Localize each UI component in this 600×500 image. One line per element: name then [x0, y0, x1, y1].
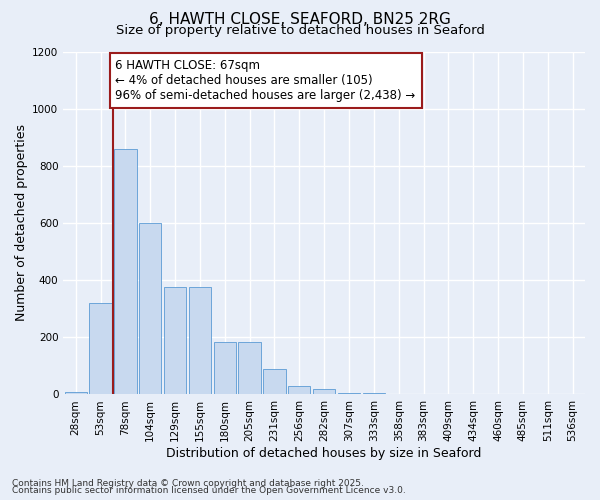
- Bar: [214, 342, 236, 394]
- X-axis label: Distribution of detached houses by size in Seaford: Distribution of detached houses by size …: [166, 447, 482, 460]
- Text: 6, HAWTH CLOSE, SEAFORD, BN25 2RG: 6, HAWTH CLOSE, SEAFORD, BN25 2RG: [149, 12, 451, 28]
- Bar: [362, 393, 385, 394]
- Bar: [288, 386, 310, 394]
- Text: Contains HM Land Registry data © Crown copyright and database right 2025.: Contains HM Land Registry data © Crown c…: [12, 478, 364, 488]
- Bar: [65, 392, 87, 394]
- Bar: [238, 342, 261, 394]
- Bar: [164, 288, 186, 395]
- Bar: [89, 303, 112, 394]
- Bar: [139, 223, 161, 394]
- Bar: [189, 288, 211, 395]
- Bar: [263, 368, 286, 394]
- Bar: [313, 388, 335, 394]
- Text: Size of property relative to detached houses in Seaford: Size of property relative to detached ho…: [116, 24, 484, 37]
- Y-axis label: Number of detached properties: Number of detached properties: [15, 124, 28, 322]
- Text: Contains public sector information licensed under the Open Government Licence v3: Contains public sector information licen…: [12, 486, 406, 495]
- Bar: [114, 148, 137, 394]
- Bar: [338, 393, 360, 394]
- Text: 6 HAWTH CLOSE: 67sqm
← 4% of detached houses are smaller (105)
96% of semi-detac: 6 HAWTH CLOSE: 67sqm ← 4% of detached ho…: [115, 58, 416, 102]
